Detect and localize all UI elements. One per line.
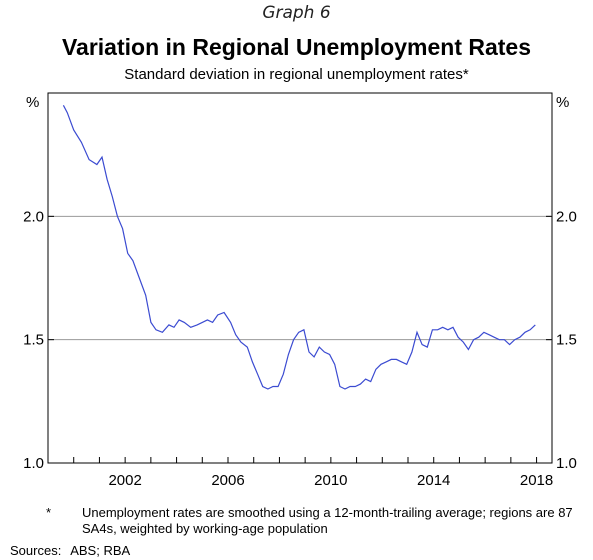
- x-tick-label: 2002: [108, 472, 141, 489]
- series-line: [62, 105, 536, 390]
- y-tick-label-right: 1.0: [556, 455, 577, 472]
- x-axis-ticks: 2002 2006 2010 2014 2018: [47, 457, 553, 489]
- footnote-text: Unemployment rates are smoothed using a …: [82, 505, 573, 536]
- y-tick-label-right: 1.5: [556, 332, 577, 349]
- x-tick-label: 2014: [417, 472, 450, 489]
- sources-line: Sources: ABS; RBA: [10, 543, 130, 558]
- y-tick-label-right: 2.0: [556, 208, 577, 225]
- x-tick-label: 2006: [211, 472, 244, 489]
- y-axis-ticks: 1.0 1.0 1.5 1.5 2.0 2.0: [23, 208, 577, 472]
- chart-title: Variation in Regional Unemployment Rates: [61, 34, 532, 60]
- plot-frame: [47, 92, 553, 464]
- x-tick-label: 2010: [314, 472, 347, 489]
- y-unit-left: %: [26, 94, 39, 111]
- y-tick-label-left: 1.0: [23, 455, 44, 472]
- y-tick-label-left: 1.5: [23, 332, 44, 349]
- line-chart: 1.0 1.01.5 1.52.0 2.0 2002 2006 2010 2014 2018 …: [23, 92, 577, 489]
- y-tick-label-left: 2.0: [23, 208, 44, 225]
- gridlines: [48, 215, 552, 341]
- x-tick-label: 2018: [520, 472, 553, 489]
- sources-text: ABS; RBA: [70, 543, 131, 558]
- graph-number-label: Graph 6: [262, 3, 331, 23]
- chart-subtitle: Standard deviation in regional unemploym…: [124, 66, 469, 83]
- y-unit-right: %: [556, 94, 569, 111]
- sources-label: Sources:: [10, 543, 62, 558]
- footnote-marker: *: [46, 505, 52, 520]
